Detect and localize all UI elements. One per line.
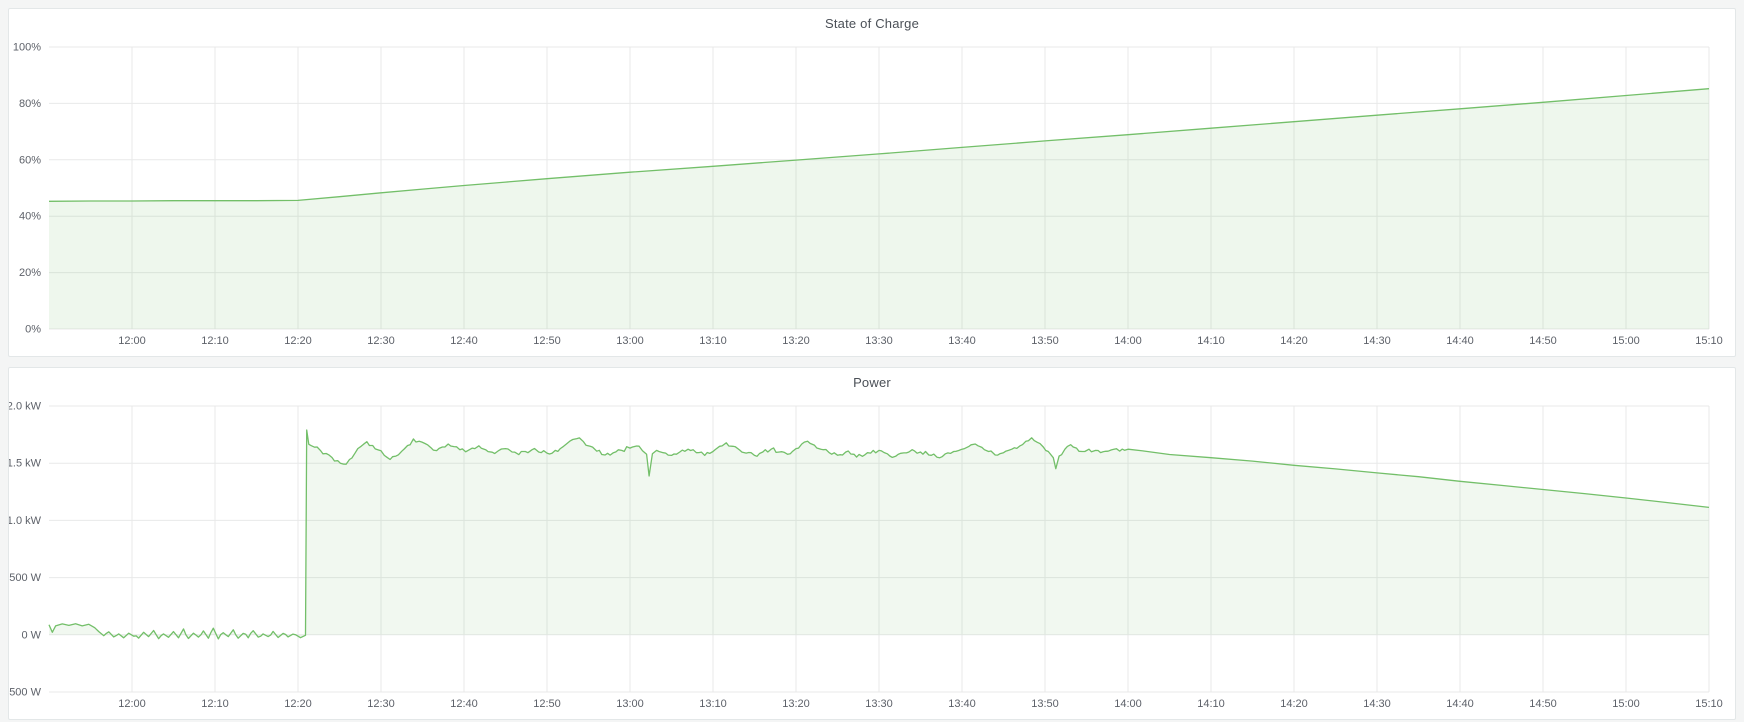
x-axis-tick-label: 14:30 — [1363, 335, 1391, 347]
x-axis-tick-label: 12:40 — [450, 335, 478, 347]
series-area — [49, 88, 1709, 329]
x-axis-tick-label: 12:20 — [284, 335, 312, 347]
x-axis-tick-label: 14:40 — [1446, 335, 1474, 347]
x-axis-tick-label: 14:10 — [1197, 335, 1225, 347]
x-axis-tick-label: 13:10 — [699, 698, 727, 710]
x-axis-tick-label: 13:50 — [1031, 335, 1059, 347]
panel-title-power[interactable]: Power — [853, 375, 891, 390]
x-axis-tick-label: 13:00 — [616, 335, 644, 347]
x-axis-tick-label: 13:30 — [865, 698, 893, 710]
x-axis-tick-label: 13:00 — [616, 698, 644, 710]
y-axis-tick-label: 0 W — [21, 629, 41, 641]
x-axis-tick-label: 13:10 — [699, 335, 727, 347]
x-axis-tick-label: 14:20 — [1280, 698, 1308, 710]
power-chart-canvas[interactable]: -500 W 0 W 500 W 1.0 kW 1.5 kW 2.0 kW 12:00 12:… — [9, 368, 1735, 719]
x-axis-tick-label: 15:10 — [1695, 698, 1723, 710]
x-axis-tick-label: 12:00 — [118, 335, 146, 347]
x-axis-tick-label: 15:10 — [1695, 335, 1723, 347]
x-axis-tick-label: 15:00 — [1612, 698, 1640, 710]
x-axis-tick-label: 12:10 — [201, 335, 229, 347]
x-axis-tick-label: 12:10 — [201, 698, 229, 710]
y-axis-tick-label: 100% — [13, 42, 41, 54]
x-axis-tick-label: 12:30 — [367, 698, 395, 710]
x-axis-tick-label: 13:20 — [782, 335, 810, 347]
x-axis-tick-label: 14:30 — [1363, 698, 1391, 710]
y-axis-tick-label: 1.5 kW — [9, 458, 42, 470]
gridlines — [49, 405, 1710, 693]
y-axis-tick-label: 60% — [19, 154, 41, 166]
x-axis-tick-label: 14:40 — [1446, 698, 1474, 710]
series-area — [49, 430, 1709, 639]
x-axis-tick-label: 14:00 — [1114, 335, 1142, 347]
x-axis-tick-label: 13:40 — [948, 698, 976, 710]
x-axis-tick-label: 15:00 — [1612, 335, 1640, 347]
series-line — [48, 88, 1710, 202]
state-of-charge-panel: State of Charge 0% 20% 40% 60% 80% 100% 12:00 1… — [8, 8, 1736, 357]
chart-svg: 0% 20% 40% 60% 80% 100% 12:00 12:10 12:20 12:30 12… — [13, 42, 1723, 348]
state-of-charge-chart-canvas[interactable]: 0% 20% 40% 60% 80% 100% 12:00 12:10 12:20 12:30 12… — [9, 9, 1735, 356]
y-axis-tick-label: 80% — [19, 98, 41, 110]
chart-svg: -500 W 0 W 500 W 1.0 kW 1.5 kW 2.0 kW 12:00 12:… — [9, 401, 1723, 711]
power-panel: Power -500 W 0 W 500 W 1.0 kW 1.5 kW 2.0 kW 12… — [8, 367, 1736, 720]
y-axis-tick-label: -500 W — [9, 687, 42, 699]
x-axis-tick-label: 13:40 — [948, 335, 976, 347]
x-axis-tick-label: 12:30 — [367, 335, 395, 347]
panel-title-state-of-charge[interactable]: State of Charge — [824, 16, 920, 31]
y-axis-tick-label: 0% — [25, 324, 41, 336]
x-axis-tick-label: 14:00 — [1114, 698, 1142, 710]
x-axis-tick-label: 14:50 — [1529, 698, 1557, 710]
y-axis-tick-label: 40% — [19, 211, 41, 223]
x-axis-tick-label: 12:50 — [533, 698, 561, 710]
y-axis-tick-label: 1.0 kW — [9, 515, 42, 527]
x-axis-tick-label: 12:40 — [450, 698, 478, 710]
x-axis-tick-label: 13:20 — [782, 698, 810, 710]
gridlines — [49, 46, 1710, 330]
x-axis-tick-label: 13:30 — [865, 335, 893, 347]
y-axis-tick-label: 20% — [19, 267, 41, 279]
x-axis-tick-label: 14:10 — [1197, 698, 1225, 710]
x-axis-tick-label: 13:50 — [1031, 698, 1059, 710]
x-axis-tick-label: 14:20 — [1280, 335, 1308, 347]
x-axis-tick-label: 12:20 — [284, 698, 312, 710]
series-line — [48, 429, 1710, 640]
y-axis-tick-label: 500 W — [9, 572, 41, 584]
x-axis-tick-label: 14:50 — [1529, 335, 1557, 347]
x-axis-tick-label: 12:50 — [533, 335, 561, 347]
y-axis-tick-label: 2.0 kW — [9, 401, 42, 413]
x-axis-tick-label: 12:00 — [118, 698, 146, 710]
